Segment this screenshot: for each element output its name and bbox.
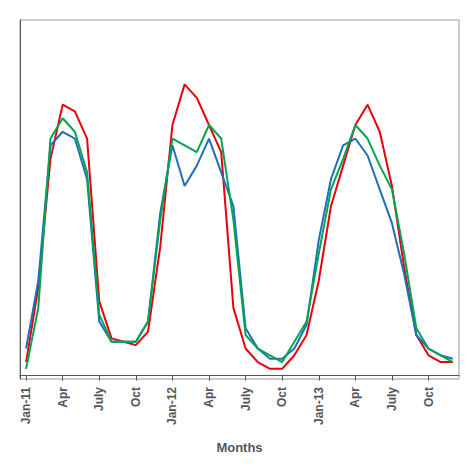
- svg-text:Apr: Apr: [348, 387, 362, 408]
- svg-text:Oct: Oct: [275, 387, 289, 407]
- svg-text:Jan-12: Jan-12: [165, 387, 179, 425]
- svg-text:Apr: Apr: [56, 387, 70, 408]
- svg-text:Jan-13: Jan-13: [312, 387, 326, 425]
- svg-text:Jan-11: Jan-11: [19, 387, 33, 425]
- svg-text:July: July: [239, 387, 253, 411]
- svg-text:Months: Months: [216, 440, 262, 455]
- svg-text:Oct: Oct: [422, 387, 436, 407]
- svg-text:Apr: Apr: [202, 387, 216, 408]
- svg-text:July: July: [385, 387, 399, 411]
- svg-text:July: July: [92, 387, 106, 411]
- svg-text:Oct: Oct: [129, 387, 143, 407]
